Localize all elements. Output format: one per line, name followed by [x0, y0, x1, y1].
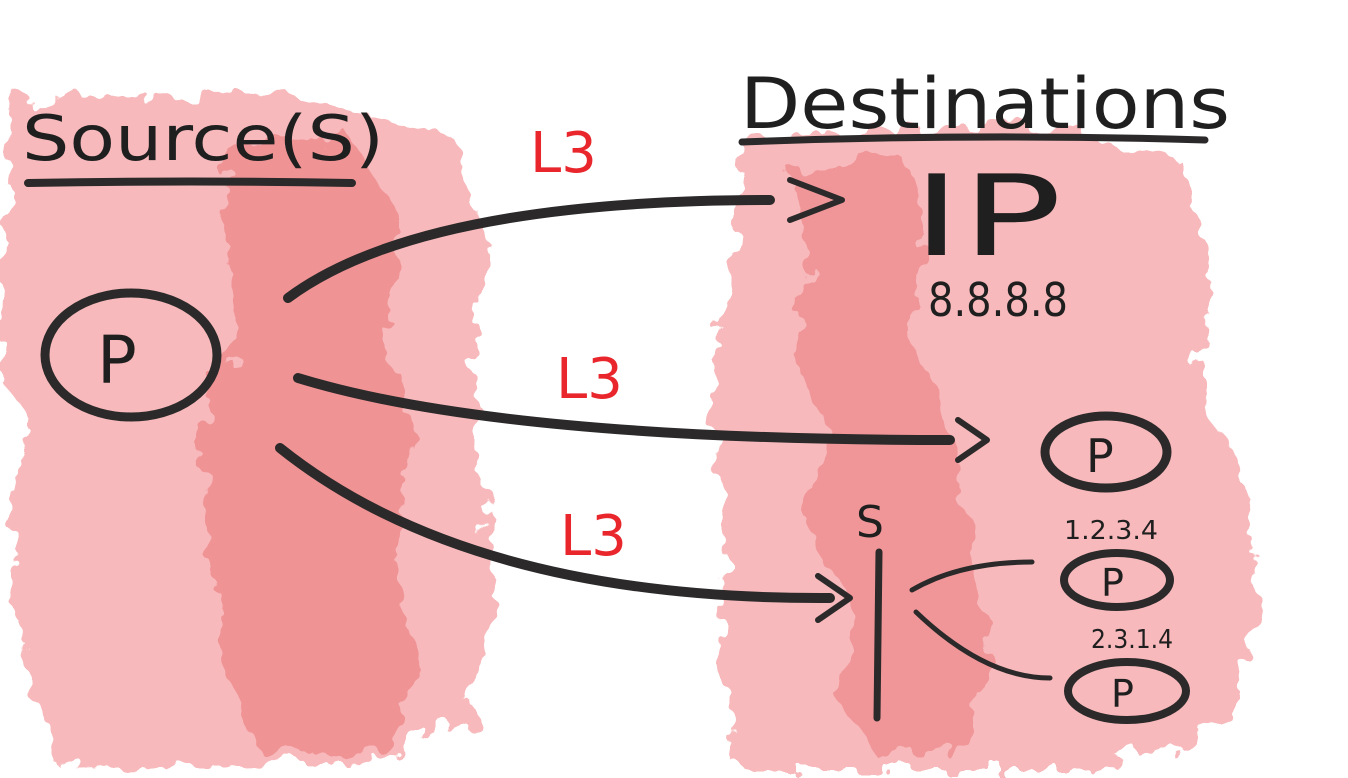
destinations-heading: Destinations	[740, 63, 1230, 145]
arrowhead-ip	[787, 177, 845, 223]
service-link-upper	[909, 559, 1035, 593]
layer-label-3: L3	[560, 504, 627, 569]
ip-address: 8.8.8.8	[928, 273, 1068, 327]
service-link-lower	[913, 609, 1053, 681]
service-label: S	[856, 497, 884, 548]
service-pod-1-circle	[1060, 549, 1174, 611]
destinations-heading-underline	[738, 133, 1209, 146]
arrow-to-pod	[293, 373, 955, 445]
source-column-wash	[0, 95, 495, 768]
arrow-to-service	[275, 443, 835, 604]
service-pod-address-1: 1.2.3.4	[1064, 516, 1158, 546]
sources-heading-underline	[24, 177, 356, 187]
arrow-to-ip	[283, 195, 775, 303]
service-pod-2-circle	[1064, 658, 1190, 724]
destination-pod-label: P	[1086, 429, 1114, 483]
service-pod-1-label: P	[1101, 561, 1124, 605]
sources-heading: Source(S)	[22, 102, 384, 175]
layer-label-2: L3	[556, 347, 623, 412]
destination-pod-circle	[1040, 411, 1172, 493]
source-pod-circle	[40, 288, 222, 422]
service-pod-2-label: P	[1111, 672, 1134, 716]
source-pod-label: P	[97, 322, 137, 399]
arrowhead-service	[815, 573, 853, 623]
service-pod-address-2: 2.3.1.4	[1091, 625, 1173, 655]
ip-label: IP	[912, 152, 1062, 282]
arrowhead-pod	[955, 417, 990, 463]
layer-label-1: L3	[530, 121, 597, 186]
service-bar	[873, 548, 883, 722]
